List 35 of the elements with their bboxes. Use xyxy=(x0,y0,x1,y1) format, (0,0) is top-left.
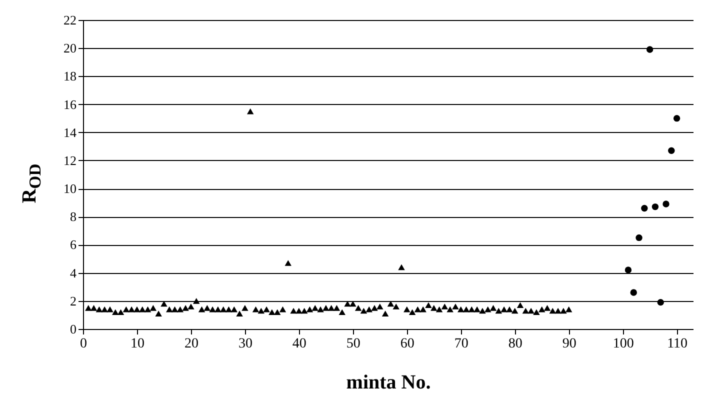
x-tick-label: 10 xyxy=(130,336,144,352)
point xyxy=(636,234,642,242)
y-tick-label: 12 xyxy=(64,152,76,168)
x-axis-title: minta No. xyxy=(346,372,431,394)
y-tick-label: 14 xyxy=(64,124,77,140)
y-tick-label: 10 xyxy=(64,181,76,196)
point xyxy=(652,203,659,210)
y-tick-label: 20 xyxy=(64,40,76,56)
y-tick-label: 16 xyxy=(64,96,77,112)
x-tick-label: 100 xyxy=(612,336,634,352)
y-tick-label: 0 xyxy=(70,322,76,336)
x-tick-label: 80 xyxy=(508,336,522,352)
x-tick-label: 20 xyxy=(184,336,198,352)
y-tick-label: 4 xyxy=(70,265,77,280)
x-tick-label: 40 xyxy=(292,336,306,352)
point xyxy=(630,289,637,296)
point xyxy=(657,298,664,306)
x-tick-label: 70 xyxy=(454,336,468,352)
point xyxy=(668,147,675,154)
y-tick-label: 2 xyxy=(70,293,76,308)
x-tick-label: 60 xyxy=(400,336,414,352)
x-tick-label: 50 xyxy=(346,336,360,352)
x-tick-label: 110 xyxy=(667,336,688,352)
point xyxy=(641,204,648,212)
point xyxy=(662,200,670,208)
y-tick-label: 8 xyxy=(70,209,76,224)
point xyxy=(646,46,654,53)
point xyxy=(624,266,632,274)
x-tick-label: 30 xyxy=(238,336,252,352)
x-tick-label: 90 xyxy=(562,336,576,352)
y-tick-label: 6 xyxy=(70,237,77,252)
y-tick-label: 18 xyxy=(64,68,76,84)
y-tick-label: 22 xyxy=(64,12,76,28)
x-tick-label: 0 xyxy=(80,336,87,352)
point xyxy=(673,114,680,122)
